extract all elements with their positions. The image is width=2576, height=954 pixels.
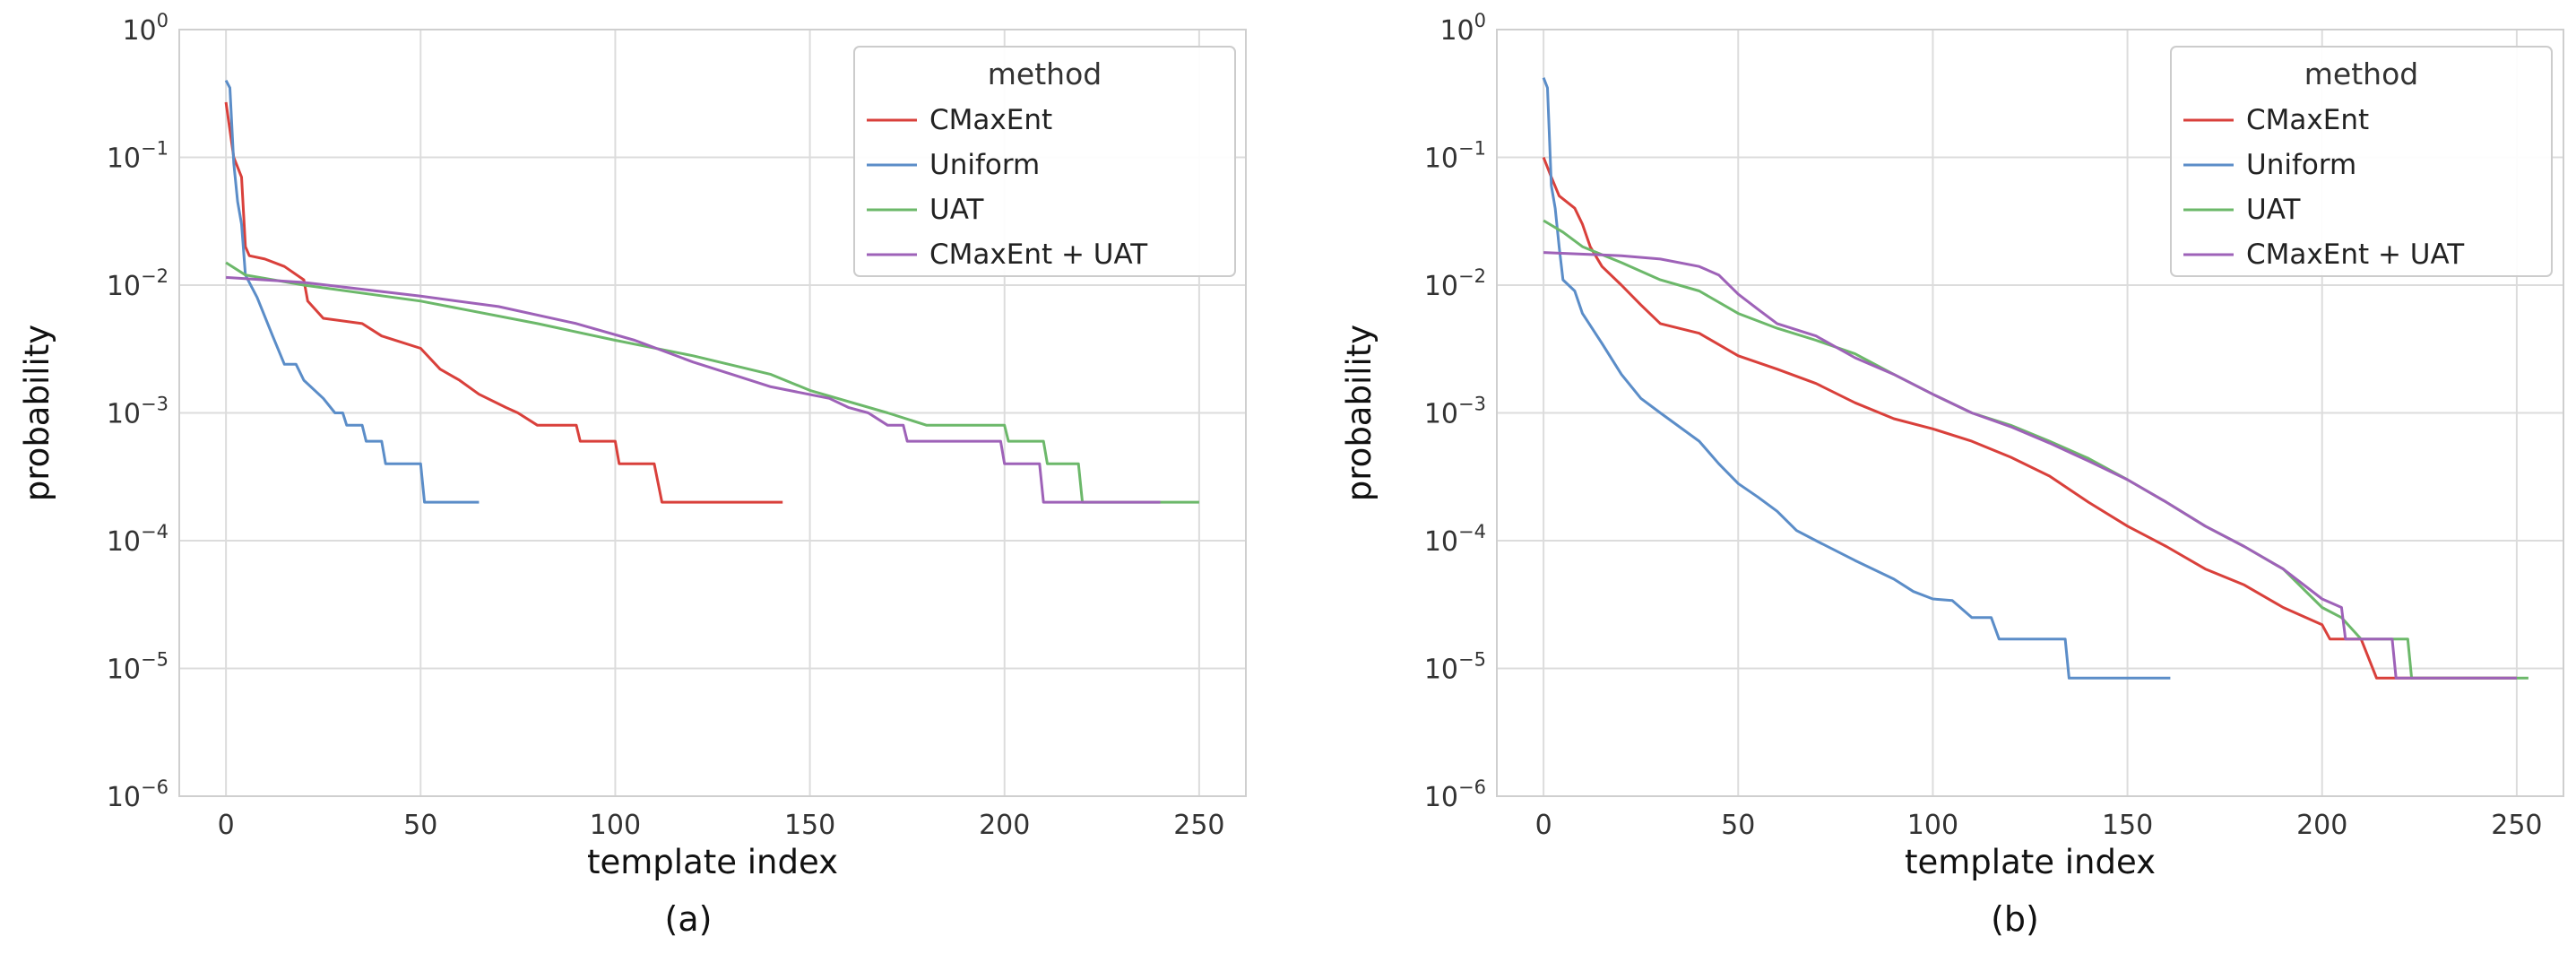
y-tick-label: 10−6 (1424, 776, 1486, 813)
chart-0: 100 10−1 10−2 10−3 10−4 10−5 10−6 0 50 100 150 200 2… (18, 10, 1247, 939)
x-tick-label: 200 (979, 810, 1030, 841)
plot-frame (1496, 29, 2564, 797)
y-tick-label: 10−1 (1424, 138, 1486, 175)
y-tick-label: 10−2 (107, 265, 169, 302)
legend-title: method (988, 56, 1102, 91)
legend: method CMaxEnt Uniform UAT CMaxEnt + UAT (853, 46, 1236, 277)
x-tick-label: 100 (1907, 810, 1958, 841)
x-tick-label: 0 (1535, 810, 1552, 841)
x-axis-label: template index (587, 843, 838, 881)
y-tick-label: 10−1 (107, 138, 169, 175)
y-tick-label: 10−5 (107, 649, 169, 686)
legend-box (853, 46, 1236, 277)
legend-label: CMaxEnt + UAT (929, 238, 1148, 271)
series-line-cmaxent-uat (226, 275, 1161, 504)
series-line-uniform (1542, 77, 2171, 680)
y-tick-label: 10−5 (1424, 649, 1486, 686)
series-line-uat (225, 261, 1199, 504)
subfigure-caption: (a) (665, 899, 713, 939)
x-tick-label: 50 (1721, 810, 1755, 841)
legend-label: CMaxEnt (2246, 104, 2369, 136)
legend-label: UAT (929, 194, 984, 226)
x-tick-label: 50 (403, 810, 437, 841)
x-tick-label: 250 (2491, 810, 2542, 841)
y-axis-label: probability (1340, 325, 1379, 501)
x-tick-label: 100 (590, 810, 641, 841)
y-tick-label: 100 (1439, 10, 1486, 47)
subfigure-caption: (b) (1991, 899, 2039, 939)
legend-label: Uniform (2246, 149, 2356, 181)
x-tick-label: 200 (2296, 810, 2347, 841)
y-tick-label: 10−4 (1424, 521, 1486, 558)
legend-box (2170, 46, 2553, 277)
series-line-cmaxent-uat (1543, 251, 2517, 680)
legend-label: Uniform (929, 149, 1040, 181)
x-tick-label: 150 (784, 810, 835, 841)
legend: method CMaxEnt Uniform UAT CMaxEnt + UAT (2170, 46, 2553, 277)
x-tick-label: 0 (218, 810, 235, 841)
x-tick-label: 250 (1173, 810, 1224, 841)
y-tick-label: 10−4 (107, 521, 169, 558)
y-tick-label: 10−3 (1424, 394, 1486, 430)
chart-1: 100 10−1 10−2 10−3 10−4 10−5 10−6 0 50 100 150 200 2… (1340, 10, 2564, 939)
x-axis-label: template index (1905, 843, 2156, 881)
series-line-uniform (224, 79, 480, 504)
legend-label: CMaxEnt + UAT (2246, 238, 2465, 271)
series-line-cmaxent (224, 101, 783, 504)
plot-frame (178, 29, 1247, 797)
y-tick-label: 10−2 (1424, 265, 1486, 302)
y-tick-label: 10−3 (107, 394, 169, 430)
x-tick-label: 150 (2102, 810, 2153, 841)
legend-label: UAT (2246, 194, 2301, 226)
legend-title: method (2304, 56, 2418, 91)
series-line-uat (1543, 219, 2528, 680)
y-tick-label: 10−6 (107, 776, 169, 813)
y-tick-label: 100 (122, 10, 169, 47)
legend-label: CMaxEnt (929, 104, 1052, 136)
y-axis-label: probability (18, 325, 56, 501)
series-line-cmaxent (1542, 156, 2517, 680)
